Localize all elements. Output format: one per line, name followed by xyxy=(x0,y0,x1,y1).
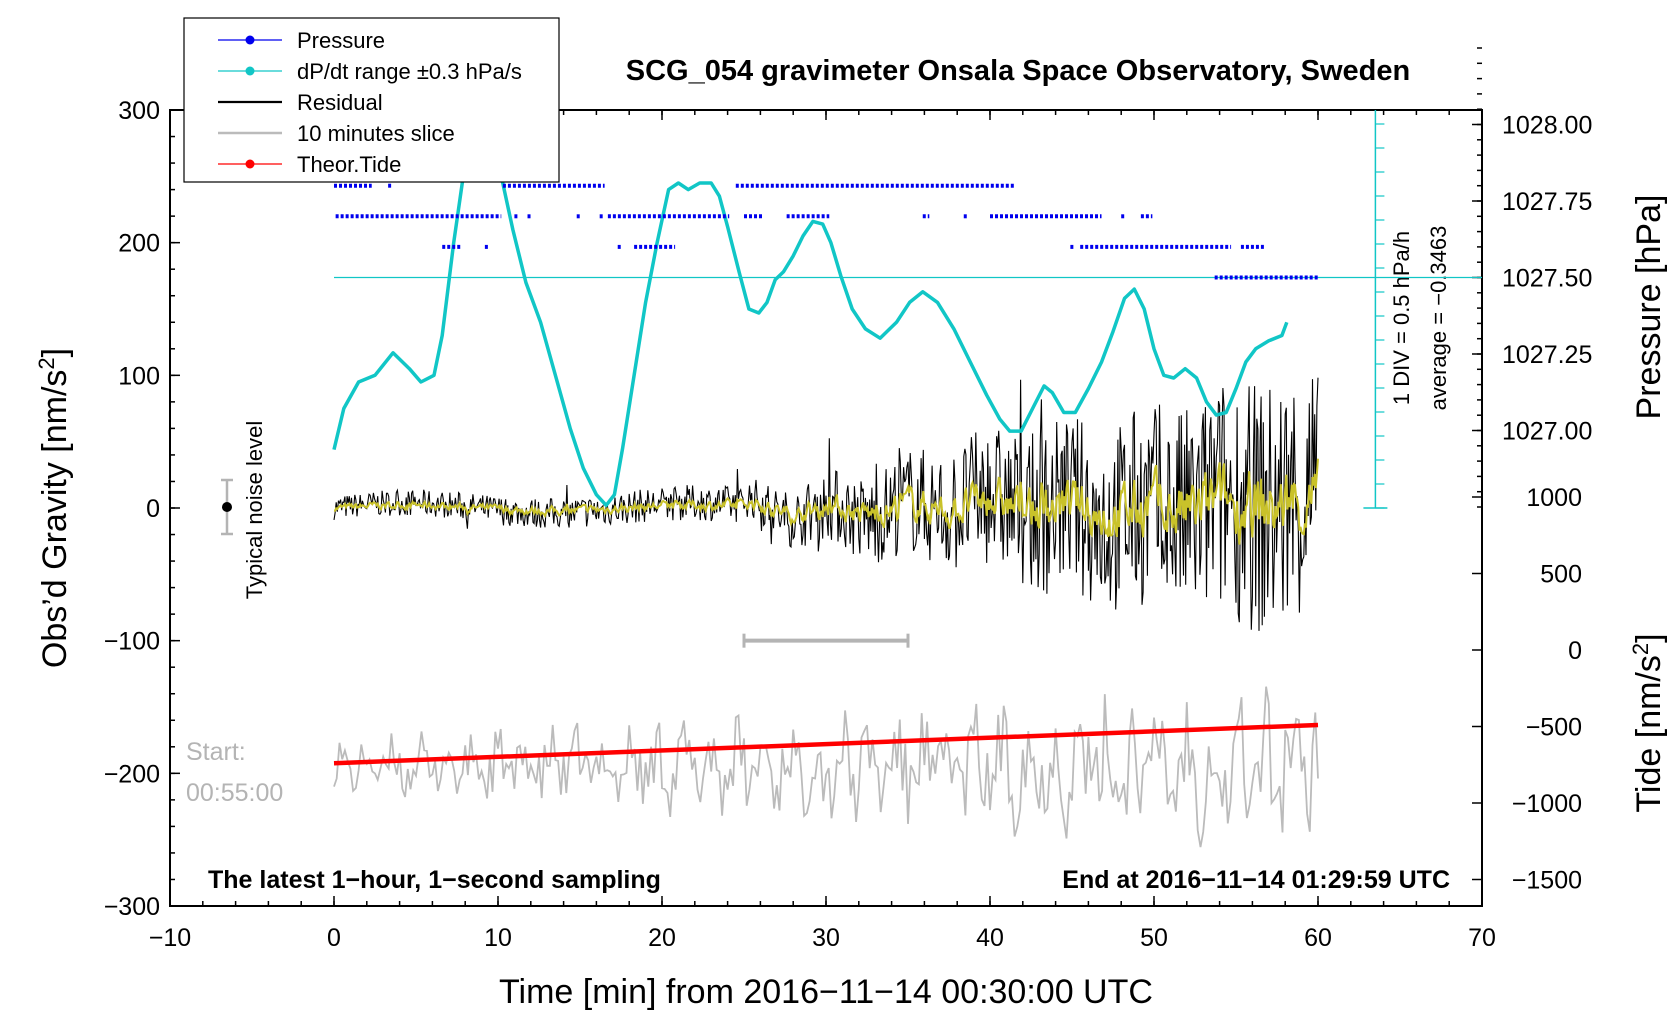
x-tick-label: 50 xyxy=(1140,924,1168,952)
slice-line xyxy=(333,686,1319,848)
y-tick-label: 0 xyxy=(146,495,160,523)
pressure-tick-label: 1028.00 xyxy=(1502,112,1592,140)
legend-label: dP/dt range ±0.3 hPa/s xyxy=(297,59,522,84)
chart-title: SCG_054 gravimeter Onsala Space Observat… xyxy=(626,55,1410,87)
tide-tick-label: −1000 xyxy=(1512,790,1582,818)
x-tick-label: −10 xyxy=(149,924,191,952)
start-time: 00:55:00 xyxy=(186,779,283,807)
y-tick-label: −200 xyxy=(104,760,160,788)
x-tick-label: 60 xyxy=(1304,924,1332,952)
data-series xyxy=(332,134,1482,848)
legend-swatch-dot xyxy=(245,35,255,45)
tide-tick-label: −500 xyxy=(1526,714,1582,742)
x-axis-label: Time [min] from 2016−11−14 00:30:00 UTC xyxy=(499,973,1153,1011)
y-tick-label: 100 xyxy=(118,362,160,390)
tide-axis-ticks: −1500 −1000 −500 0 500 1000 xyxy=(1472,484,1582,895)
y-axis-ticks: −300 −200 −100 0 100 200 300 xyxy=(104,97,180,921)
y-axis-label-pressure: Pressure [hPa] xyxy=(1630,195,1668,420)
x-tick-label: 70 xyxy=(1468,924,1496,952)
tide-tick-label: 1000 xyxy=(1526,484,1582,512)
legend-label: 10 minutes slice xyxy=(297,121,455,146)
dpdt-line xyxy=(332,134,1289,508)
y-tick-label: 200 xyxy=(118,230,160,258)
dpdt-scale-bar xyxy=(1363,110,1388,509)
pressure-tick-label: 1027.25 xyxy=(1502,341,1592,369)
x-tick-label: 10 xyxy=(484,924,512,952)
x-tick-label: 0 xyxy=(327,924,341,952)
y-tick-label: −100 xyxy=(104,628,160,656)
legend-label: Residual xyxy=(297,90,383,115)
sampling-note: The latest 1−hour, 1−second sampling xyxy=(208,866,661,894)
legend-label: Theor.Tide xyxy=(297,152,401,177)
pressure-axis-ticks: 1027.00 1027.25 1027.50 1027.75 1028.00 xyxy=(1472,47,1592,508)
legend: Pressure dP/dt range ±0.3 hPa/s Residual 10… xyxy=(183,17,560,183)
x-axis-ticks: −10 0 10 20 30 40 50 60 70 xyxy=(149,110,1496,952)
pressure-tick-label: 1027.00 xyxy=(1502,418,1592,446)
residual-smoothed-line xyxy=(333,458,1319,545)
y-tick-label: −300 xyxy=(104,893,160,921)
average-label: average = −0.3463 xyxy=(1426,226,1451,411)
legend-swatch-dot xyxy=(245,159,255,169)
x-tick-label: 30 xyxy=(812,924,840,952)
noise-level-label: Typical noise level xyxy=(242,421,267,600)
legend-swatch-dot xyxy=(245,66,255,76)
div-label: 1 DIV = 0.5 hPa/h xyxy=(1389,231,1414,405)
tide-tick-label: −1500 xyxy=(1512,867,1582,895)
legend-label: Pressure xyxy=(297,28,385,53)
noise-level-marker xyxy=(221,478,233,536)
tide-line xyxy=(333,722,1319,766)
x-tick-label: 40 xyxy=(976,924,1004,952)
tide-tick-label: 0 xyxy=(1568,637,1582,665)
x-tick-label: 20 xyxy=(648,924,676,952)
tide-tick-label: 500 xyxy=(1540,561,1582,589)
y-axis-label-tide: Tide [nm/s2] xyxy=(1628,633,1669,812)
start-label: Start: xyxy=(186,738,246,766)
y-axis-label-left: Obs’d Gravity [nm/s2] xyxy=(34,348,75,668)
pressure-tick-label: 1027.50 xyxy=(1502,265,1592,293)
pressure-tick-label: 1027.75 xyxy=(1502,188,1592,216)
y-tick-label: 300 xyxy=(118,97,160,125)
end-time-note: End at 2016−11−14 01:29:59 UTC xyxy=(1062,866,1450,894)
